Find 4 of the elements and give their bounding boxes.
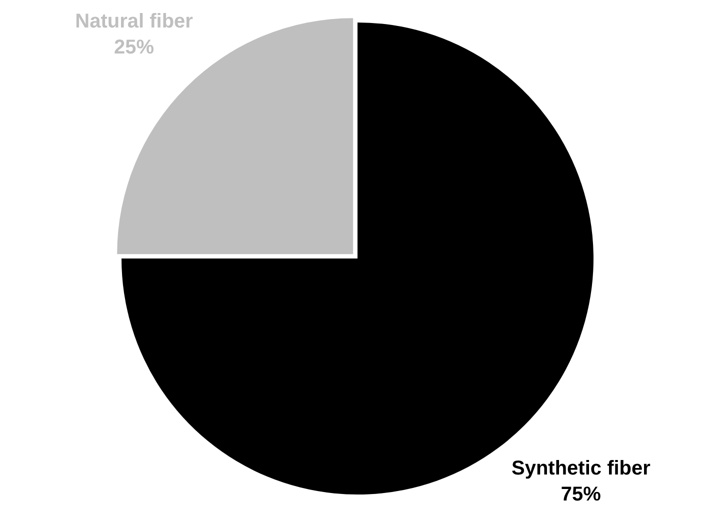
slice-label: Natural fiber bbox=[75, 10, 194, 33]
slice-label: Synthetic fiber bbox=[511, 457, 651, 480]
data-label: 75% bbox=[560, 483, 602, 506]
data-label: 25% bbox=[114, 36, 154, 59]
